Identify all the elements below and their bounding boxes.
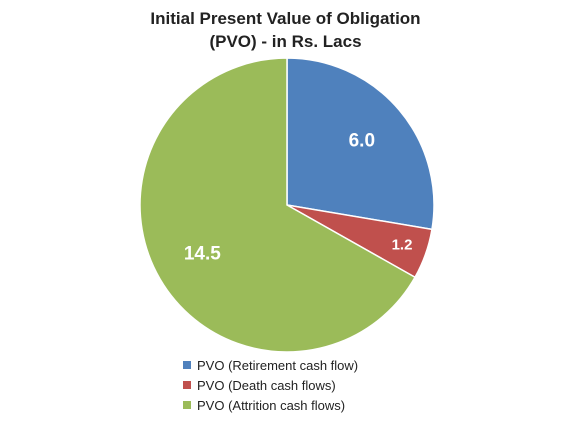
legend-swatch-death [183, 381, 191, 389]
legend-swatch-retirement [183, 361, 191, 369]
chart-title-line-1: Initial Present Value of Obligation [150, 9, 421, 28]
legend-label-retirement: PVO (Retirement cash flow) [197, 357, 359, 373]
data-label-retirement: 6.0 [349, 131, 375, 152]
legend-item-retirement: PVO (Retirement cash flow) [183, 355, 358, 375]
legend-item-death: PVO (Death cash flows) [183, 375, 358, 395]
legend-item-attrition: PVO (Attrition cash flows) [183, 395, 358, 415]
chart-title-line-2: (PVO) - in Rs. Lacs [209, 32, 362, 51]
legend-swatch-attrition [183, 401, 191, 409]
legend: PVO (Retirement cash flow) PVO (Death ca… [183, 355, 358, 415]
legend-label-attrition: PVO (Attrition cash flows) [197, 397, 346, 413]
pie-slice-attrition [139, 57, 417, 353]
data-label-attrition: 14.5 [184, 243, 221, 264]
pie-slice-retirement [286, 57, 435, 231]
legend-label-death: PVO (Death cash flows) [197, 377, 336, 393]
data-label-death: 1.2 [392, 237, 413, 254]
